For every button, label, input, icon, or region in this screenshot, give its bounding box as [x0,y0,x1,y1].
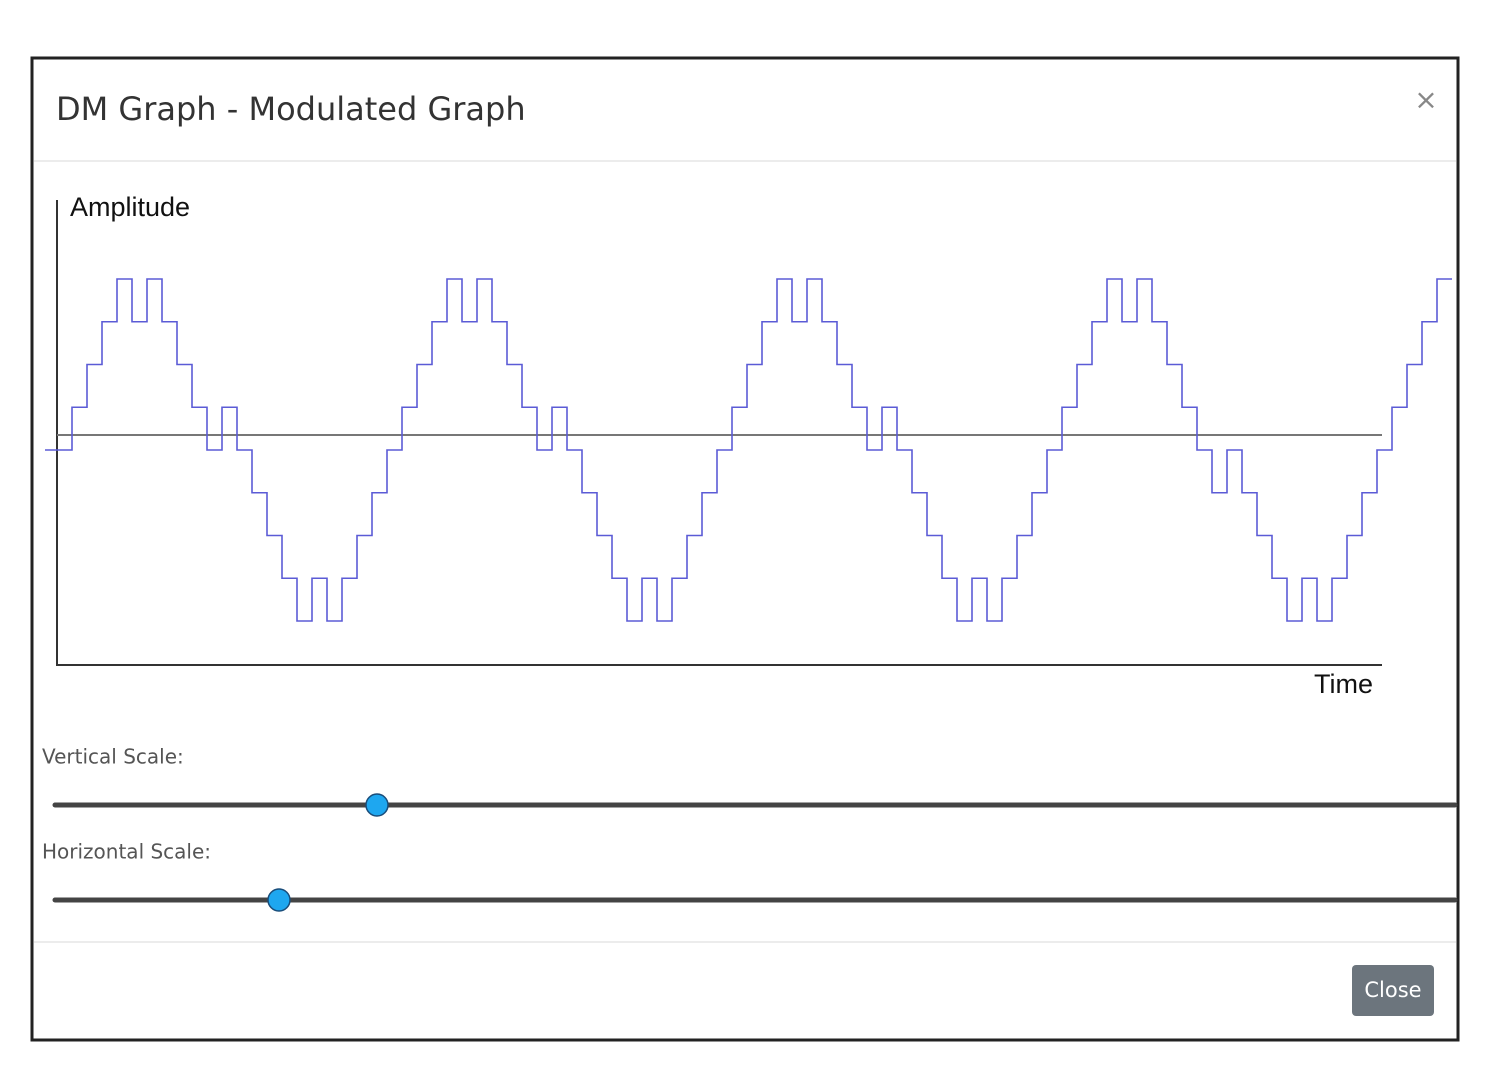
slider-label: Vertical Scale: [42,745,184,769]
slider-thumb[interactable] [267,888,291,912]
waveform [45,278,1452,622]
close-icon[interactable]: × [1414,83,1437,116]
modal [30,56,1460,1042]
slider-thumb[interactable] [365,793,389,817]
close-button-label[interactable]: Close [1364,978,1421,1002]
close-button[interactable] [1352,965,1434,1016]
modal-title: DM Graph - Modulated Graph [56,90,526,128]
y-axis-label: Amplitude [70,192,190,222]
x-axis-label: Time [1314,669,1373,699]
slider-label: Horizontal Scale: [42,840,211,864]
